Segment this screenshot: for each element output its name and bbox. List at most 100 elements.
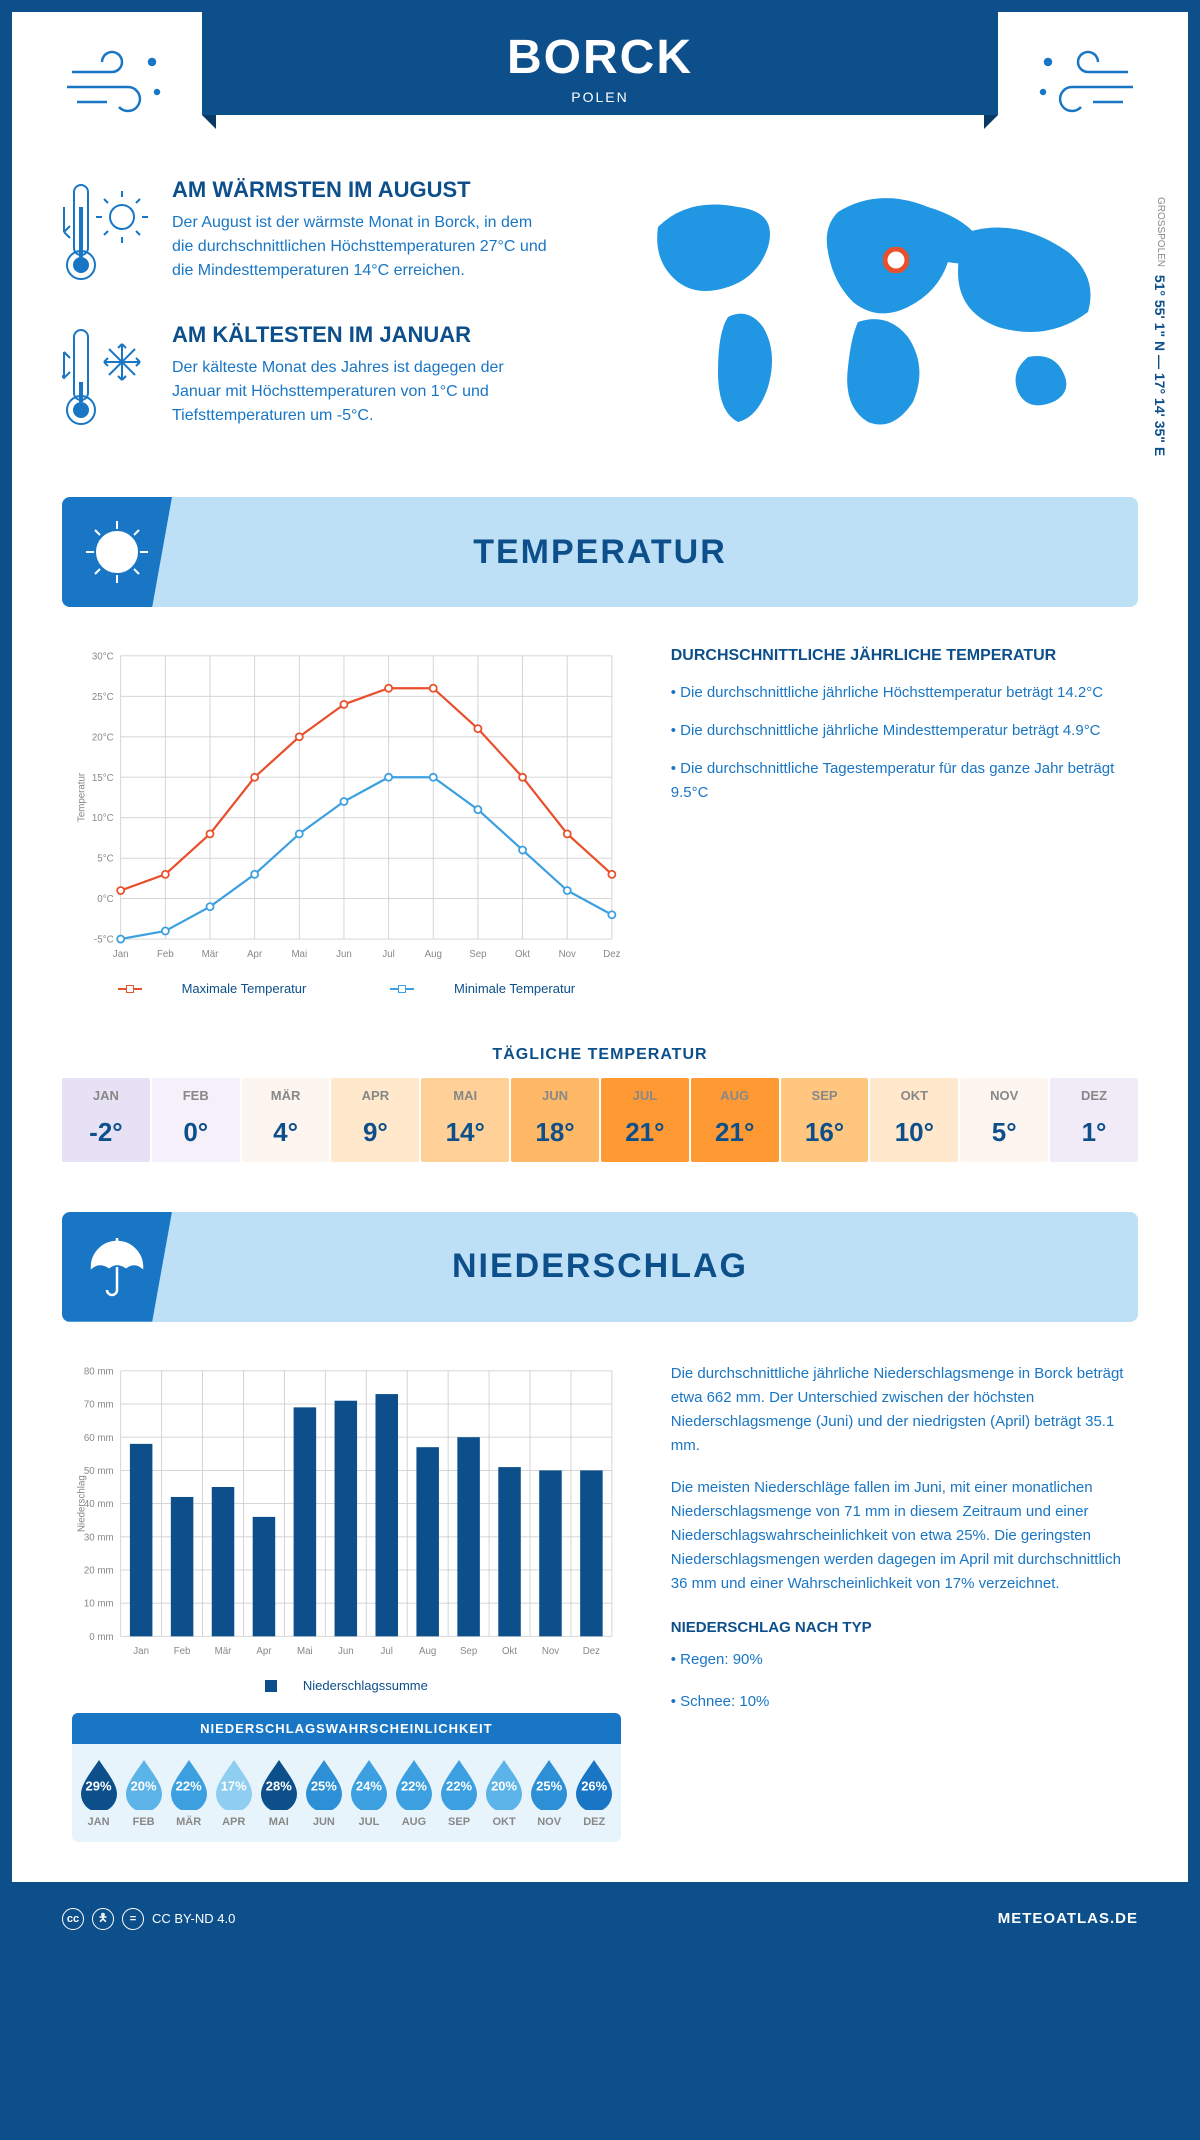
- coordinates-label: GROSSPOLEN 51° 55' 1" N — 17° 14' 35" E: [1152, 197, 1168, 456]
- coldest-text: Der kälteste Monat des Jahres ist dagege…: [172, 356, 552, 428]
- daily-temp-cell: MAI14°: [421, 1078, 509, 1162]
- wind-icon: [1028, 42, 1138, 137]
- svg-text:Sep: Sep: [469, 949, 486, 960]
- coldest-title: AM KÄLTESTEN IM JANUAR: [172, 322, 552, 348]
- svg-text:Sep: Sep: [460, 1646, 477, 1657]
- svg-text:80 mm: 80 mm: [84, 1366, 114, 1377]
- coldest-block: AM KÄLTESTEN IM JANUAR Der kälteste Mona…: [62, 322, 598, 437]
- precip-section-header: NIEDERSCHLAG: [62, 1212, 1138, 1322]
- temp-bullet: • Die durchschnittliche jährliche Höchst…: [671, 681, 1128, 705]
- precip-paragraph: Die meisten Niederschläge fallen im Juni…: [671, 1476, 1128, 1596]
- prob-cell: 17%APR: [211, 1758, 256, 1828]
- svg-text:5°C: 5°C: [97, 854, 113, 865]
- svg-text:Mär: Mär: [215, 1646, 233, 1657]
- svg-text:Jun: Jun: [336, 949, 352, 960]
- temp-section-header: TEMPERATUR: [62, 497, 1138, 607]
- daily-temp-title: TÄGLICHE TEMPERATUR: [12, 1046, 1188, 1064]
- umbrella-icon: [62, 1212, 172, 1322]
- prob-cell: 25%JUN: [301, 1758, 346, 1828]
- daily-temp-cell: JAN-2°: [62, 1078, 150, 1162]
- daily-temp-cell: FEB0°: [152, 1078, 240, 1162]
- prob-cell: 20%OKT: [482, 1758, 527, 1828]
- svg-text:Nov: Nov: [542, 1646, 559, 1657]
- warmest-title: AM WÄRMSTEN IM AUGUST: [172, 177, 552, 203]
- footer: cc 🯅 = CC BY-ND 4.0 METEOATLAS.DE: [12, 1894, 1188, 1944]
- svg-text:Mai: Mai: [291, 949, 307, 960]
- daily-temp-cell: JUN18°: [511, 1078, 599, 1162]
- svg-text:0 mm: 0 mm: [89, 1632, 113, 1643]
- license-block: cc 🯅 = CC BY-ND 4.0: [62, 1908, 235, 1930]
- svg-text:10°C: 10°C: [92, 813, 114, 824]
- svg-text:Jun: Jun: [338, 1646, 354, 1657]
- warmest-text: Der August ist der wärmste Monat in Borc…: [172, 211, 552, 283]
- header-row: BORCK POLEN: [12, 12, 1188, 137]
- title-banner: BORCK POLEN: [202, 12, 998, 115]
- svg-text:15°C: 15°C: [92, 773, 114, 784]
- svg-text:Dez: Dez: [603, 949, 620, 960]
- svg-text:Jul: Jul: [382, 949, 394, 960]
- precip-type-heading: NIEDERSCHLAG NACH TYP: [671, 1616, 1128, 1640]
- svg-text:-5°C: -5°C: [94, 935, 114, 946]
- temp-text-heading: DURCHSCHNITTLICHE JÄHRLICHE TEMPERATUR: [671, 647, 1128, 665]
- temp-summary-text: DURCHSCHNITTLICHE JÄHRLICHE TEMPERATUR •…: [671, 647, 1128, 996]
- temperature-line-chart: -5°C0°C5°C10°C15°C20°C25°C30°CJanFebMärA…: [72, 647, 621, 996]
- thermometer-hot-icon: [62, 177, 152, 292]
- precip-type-bullet: • Schnee: 10%: [671, 1690, 1128, 1714]
- svg-text:Okt: Okt: [515, 949, 530, 960]
- svg-text:Aug: Aug: [419, 1646, 436, 1657]
- svg-text:20 mm: 20 mm: [84, 1565, 114, 1576]
- precip-chart-legend: Niederschlagssumme: [72, 1678, 621, 1693]
- daily-temp-cell: AUG21°: [691, 1078, 779, 1162]
- by-icon: 🯅: [92, 1908, 114, 1930]
- world-map-icon: [638, 177, 1138, 442]
- nd-icon: =: [122, 1908, 144, 1930]
- wind-icon: [62, 42, 172, 137]
- svg-text:Aug: Aug: [425, 949, 442, 960]
- svg-text:Feb: Feb: [157, 949, 174, 960]
- brand-name: METEOATLAS.DE: [998, 1910, 1138, 1927]
- daily-temp-cell: DEZ1°: [1050, 1078, 1138, 1162]
- svg-text:Jan: Jan: [113, 949, 129, 960]
- daily-temp-table: JAN-2°FEB0°MÄR4°APR9°MAI14°JUN18°JUL21°A…: [62, 1078, 1138, 1162]
- thermometer-cold-icon: [62, 322, 152, 437]
- svg-text:10 mm: 10 mm: [84, 1598, 114, 1609]
- svg-text:Temperatur: Temperatur: [76, 772, 87, 822]
- svg-text:Feb: Feb: [174, 1646, 191, 1657]
- temp-bullet: • Die durchschnittliche Tagestemperatur …: [671, 757, 1128, 805]
- svg-text:Jan: Jan: [133, 1646, 149, 1657]
- svg-text:Dez: Dez: [583, 1646, 600, 1657]
- prob-cell: 22%MÄR: [166, 1758, 211, 1828]
- svg-text:Mai: Mai: [297, 1646, 313, 1657]
- intro-section: AM WÄRMSTEN IM AUGUST Der August ist der…: [12, 137, 1188, 497]
- prob-cell: 20%FEB: [121, 1758, 166, 1828]
- svg-text:50 mm: 50 mm: [84, 1466, 114, 1477]
- location-marker-icon: [883, 247, 909, 278]
- precip-type-bullet: • Regen: 90%: [671, 1648, 1128, 1672]
- prob-cell: 22%AUG: [391, 1758, 436, 1828]
- svg-text:70 mm: 70 mm: [84, 1399, 114, 1410]
- precip-heading: NIEDERSCHLAG: [172, 1247, 1138, 1286]
- prob-cell: 28%MAI: [256, 1758, 301, 1828]
- temp-bullet: • Die durchschnittliche jährliche Mindes…: [671, 719, 1128, 743]
- prob-cell: 26%DEZ: [572, 1758, 617, 1828]
- svg-text:0°C: 0°C: [97, 894, 113, 905]
- svg-text:30°C: 30°C: [92, 651, 114, 662]
- precip-paragraph: Die durchschnittliche jährliche Niedersc…: [671, 1362, 1128, 1458]
- svg-text:Jul: Jul: [381, 1646, 393, 1657]
- daily-temp-cell: SEP16°: [781, 1078, 869, 1162]
- daily-temp-cell: MÄR4°: [242, 1078, 330, 1162]
- daily-temp-cell: OKT10°: [870, 1078, 958, 1162]
- page: BORCK POLEN: [12, 12, 1188, 1882]
- cc-icon: cc: [62, 1908, 84, 1930]
- prob-cell: 29%JAN: [76, 1758, 121, 1828]
- warmest-block: AM WÄRMSTEN IM AUGUST Der August ist der…: [62, 177, 598, 292]
- temp-chart-legend: Maximale Temperatur Minimale Temperatur: [72, 981, 621, 996]
- daily-temp-cell: APR9°: [331, 1078, 419, 1162]
- svg-text:Mär: Mär: [202, 949, 220, 960]
- prob-cell: 25%NOV: [527, 1758, 572, 1828]
- svg-text:20°C: 20°C: [92, 732, 114, 743]
- daily-temp-cell: NOV5°: [960, 1078, 1048, 1162]
- precip-summary-text: Die durchschnittliche jährliche Niedersc…: [671, 1362, 1128, 1842]
- prob-cell: 24%JUL: [346, 1758, 391, 1828]
- country-subtitle: POLEN: [202, 89, 998, 105]
